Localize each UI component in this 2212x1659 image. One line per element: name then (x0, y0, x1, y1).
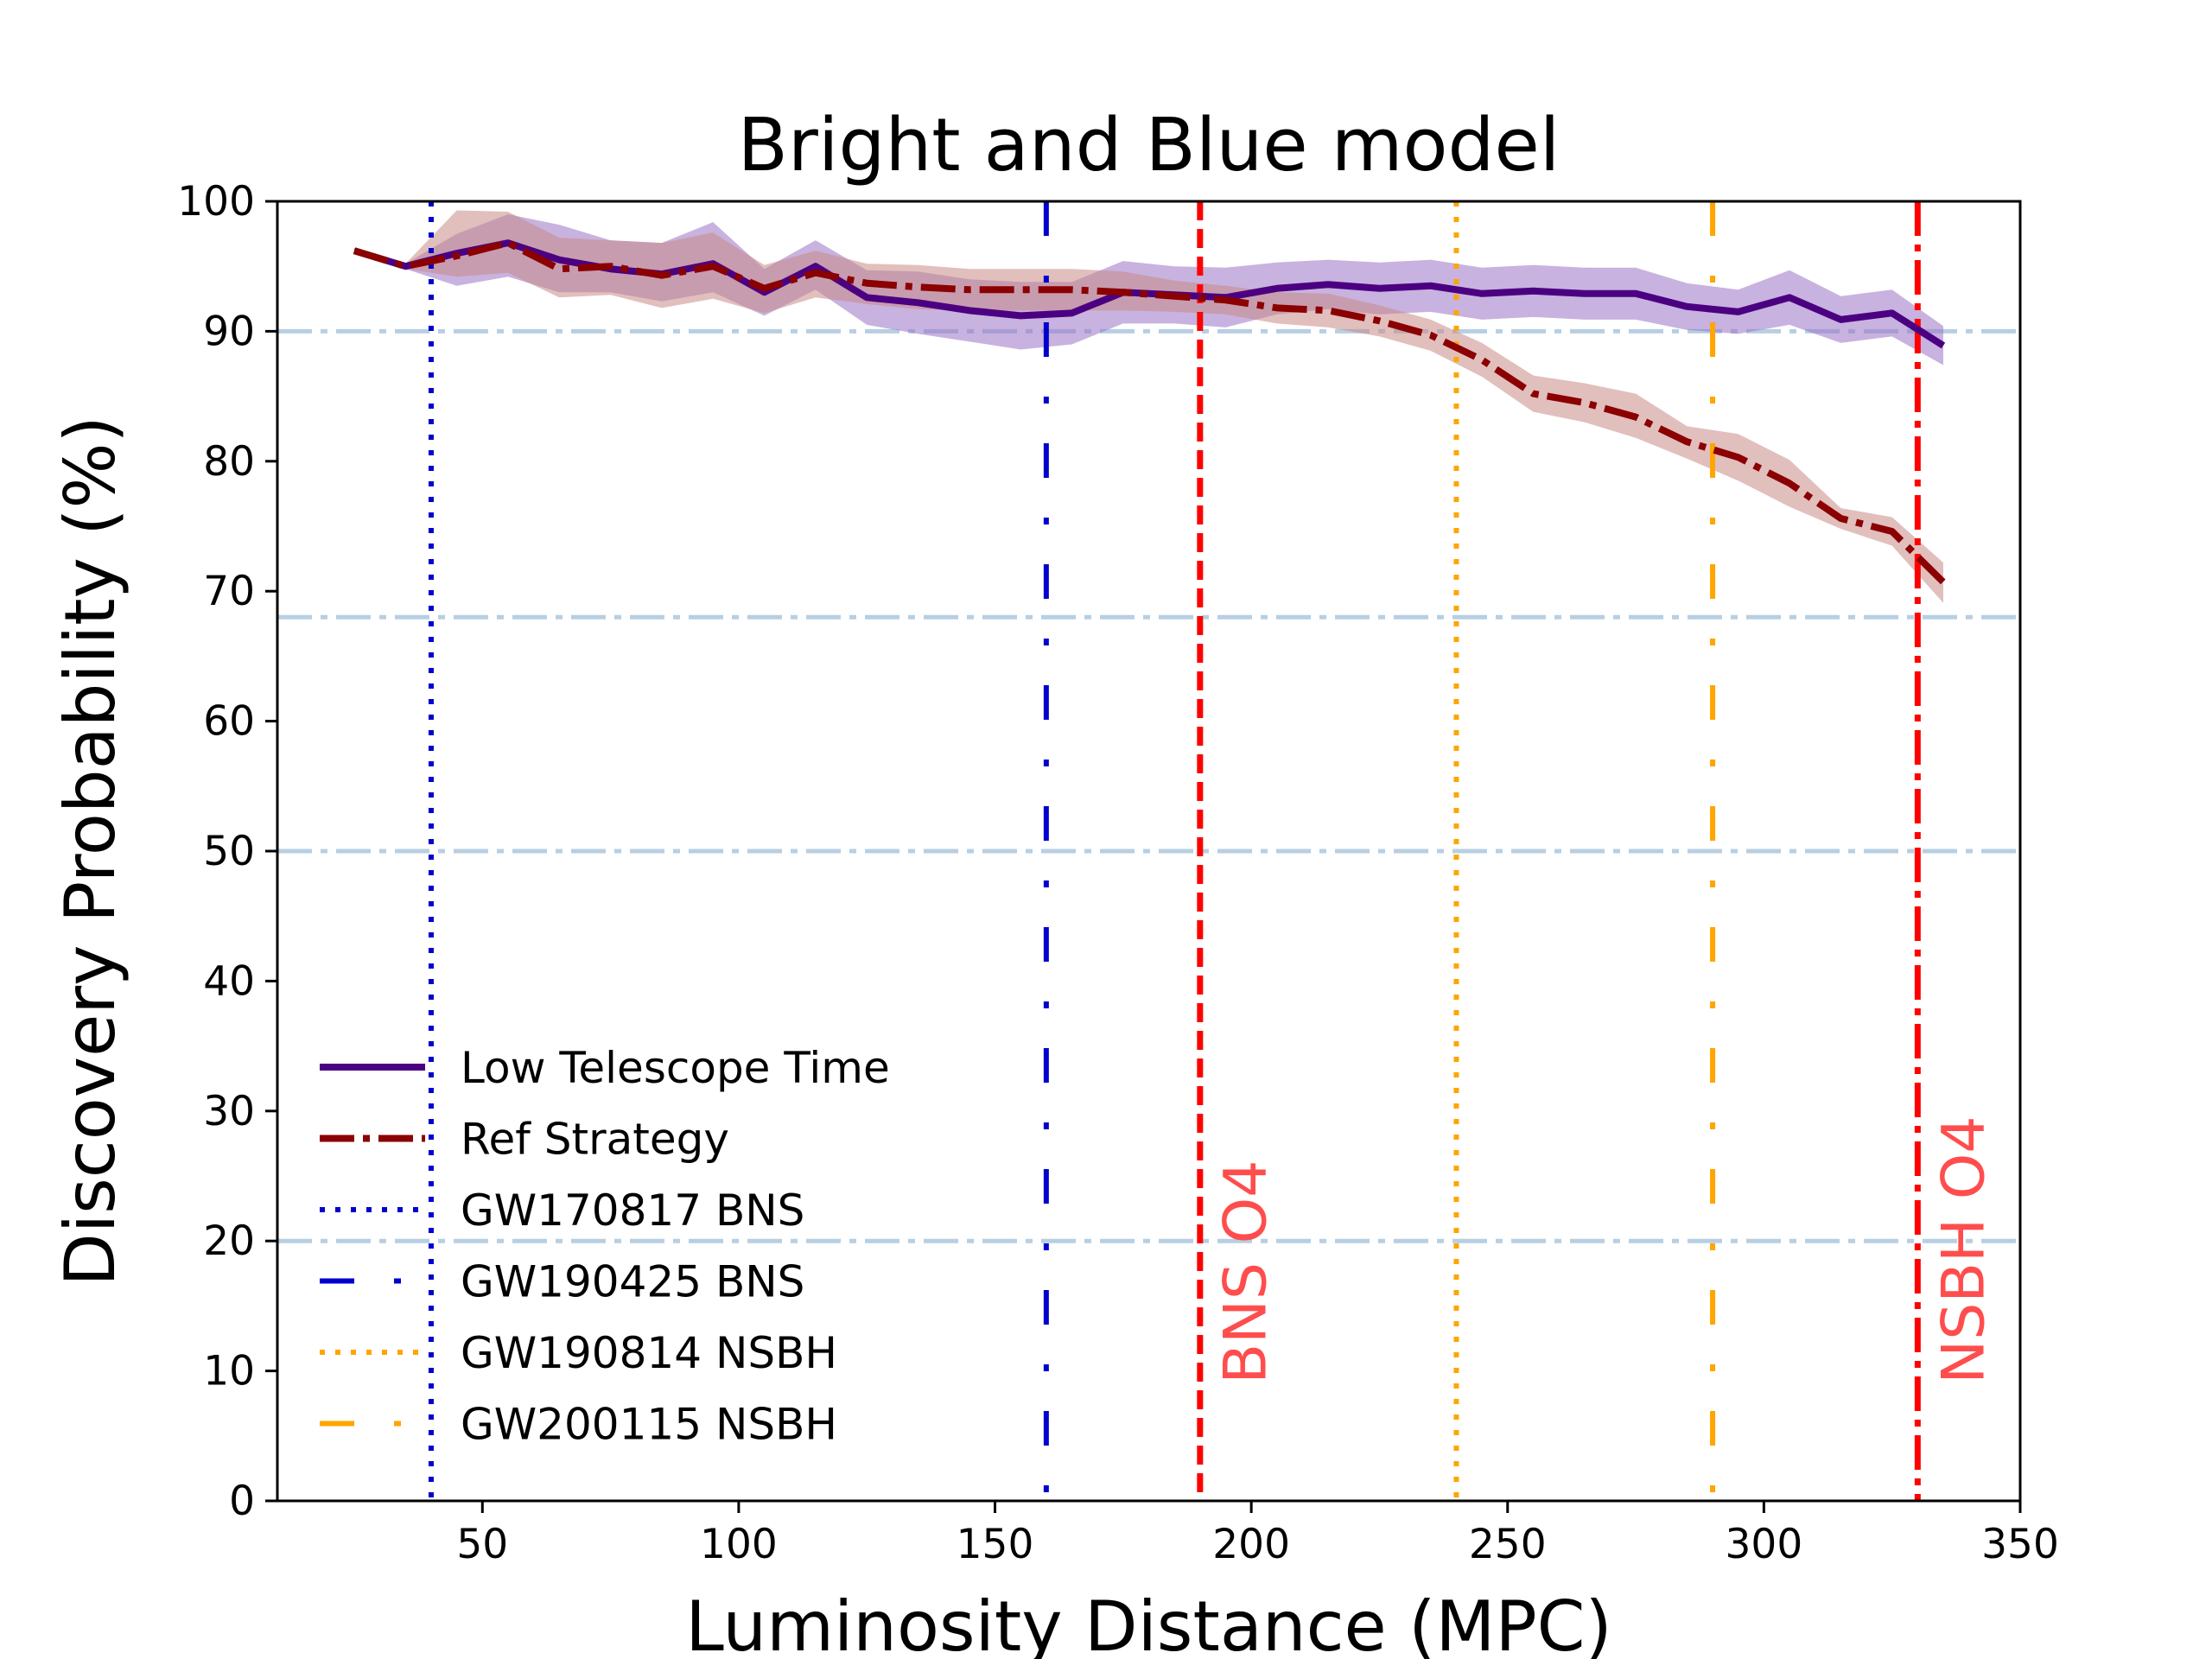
x-tick-label-150: 150 (957, 1521, 1034, 1568)
legend-label-low-telescope-time: Low Telescope Time (461, 1043, 890, 1093)
series-lines (353, 239, 1946, 585)
legend-label-gw200115-nsbh: GW200115 NSBH (461, 1400, 837, 1450)
legend-label-gw190814-nsbh: GW190814 NSBH (461, 1328, 837, 1378)
y-tick-label-70: 70 (203, 568, 255, 615)
y-tick-label-50: 50 (203, 828, 255, 875)
legend-label-gw170817-bns: GW170817 BNS (461, 1185, 804, 1236)
x-tick-label-50: 50 (456, 1521, 508, 1568)
legend: Low Telescope Time Ref Strategy GW170817 B… (320, 1043, 890, 1450)
series-line-low-telescope-time (353, 239, 1946, 349)
y-tick-label-10: 10 (203, 1348, 255, 1395)
x-axis-label: Luminosity Distance (MPC) (685, 1586, 1612, 1659)
annotation-bns-o4: BNS O4 (1212, 1160, 1281, 1384)
x-tick-label-100: 100 (700, 1521, 778, 1568)
y-tick-label-80: 80 (203, 438, 255, 486)
legend-label-ref-strategy: Ref Strategy (461, 1115, 729, 1165)
chart-title: Bright and Blue model (738, 103, 1560, 188)
y-tick-label-100: 100 (177, 178, 255, 226)
confidence-bands (353, 210, 1944, 603)
y-axis-label: Discovery Probability (%) (50, 416, 130, 1286)
x-tick-label-300: 300 (1726, 1521, 1803, 1568)
y-tick-label-20: 20 (203, 1217, 255, 1265)
legend-label-gw190425-bns: GW190425 BNS (461, 1257, 804, 1307)
y-tick-label-60: 60 (203, 698, 255, 746)
x-tick-label-200: 200 (1212, 1521, 1290, 1568)
x-axis-ticks: 50 100 150 200 250 300 350 (456, 1501, 2059, 1568)
annotation-nsbh-o4: NSBH O4 (1929, 1116, 1998, 1383)
y-tick-label-0: 0 (229, 1478, 255, 1525)
x-tick-label-350: 350 (1981, 1521, 2059, 1568)
y-tick-label-90: 90 (203, 308, 255, 355)
reference-hlines (277, 328, 2020, 1243)
x-tick-label-250: 250 (1469, 1521, 1547, 1568)
y-axis-ticks: 0 10 20 30 40 50 60 70 80 90 100 (177, 178, 277, 1525)
y-tick-label-30: 30 (203, 1088, 255, 1135)
y-tick-label-40: 40 (203, 957, 255, 1005)
annotations: BNS O4 NSBH O4 (1212, 1116, 1999, 1383)
event-vlines (428, 201, 1921, 1501)
band-ref-strategy (353, 210, 1944, 603)
series-line-ref-strategy (353, 239, 1946, 585)
